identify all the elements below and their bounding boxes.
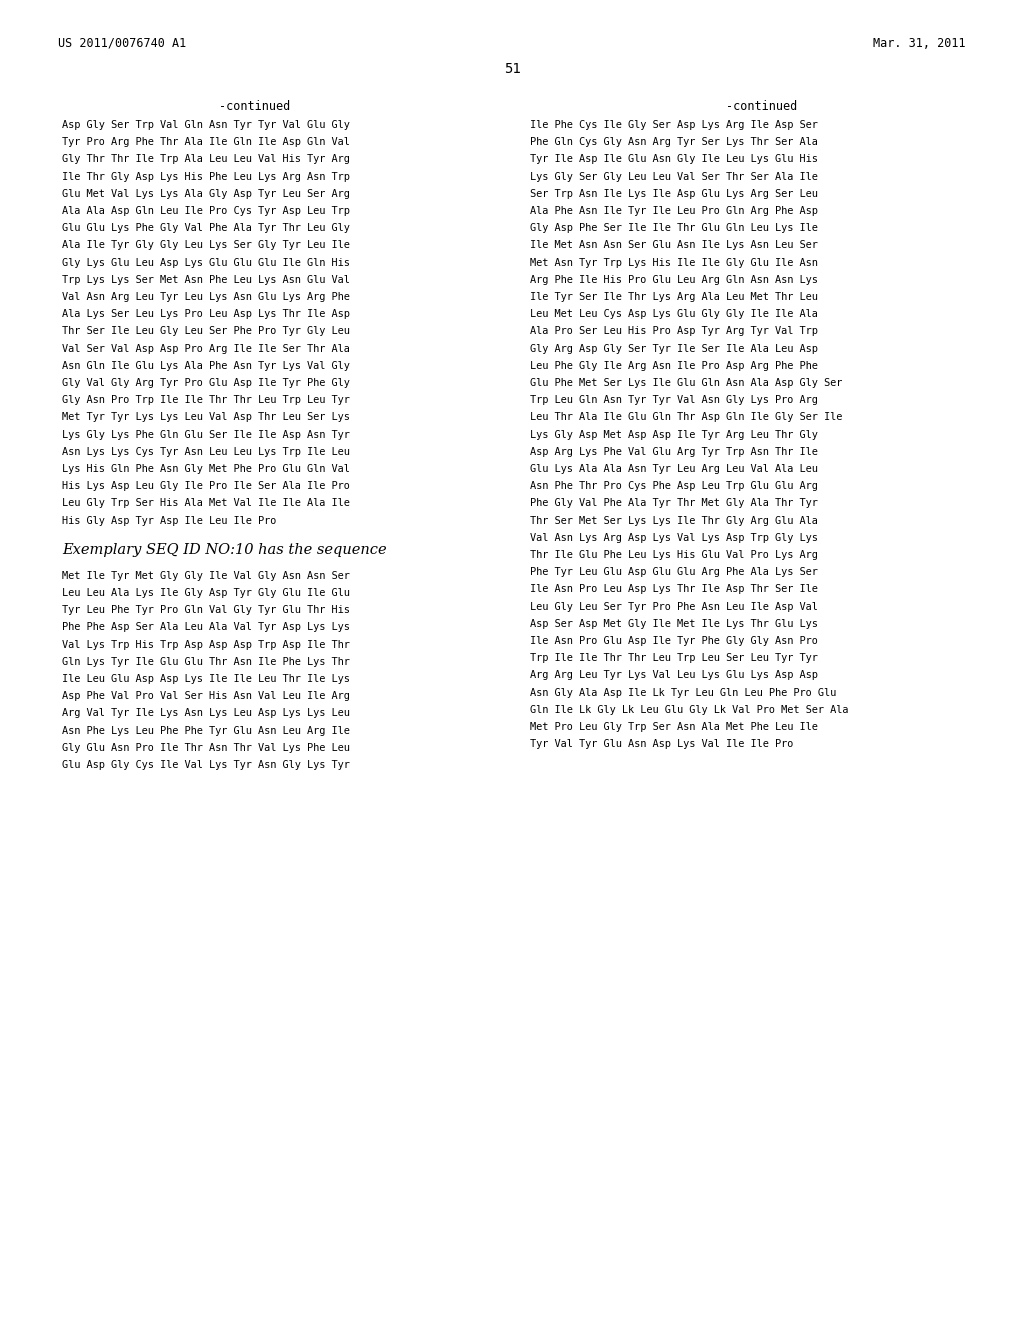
Text: Glu Met Val Lys Lys Ala Gly Asp Tyr Leu Ser Arg: Glu Met Val Lys Lys Ala Gly Asp Tyr Leu … bbox=[62, 189, 350, 199]
Text: Met Pro Leu Gly Trp Ser Asn Ala Met Phe Leu Ile: Met Pro Leu Gly Trp Ser Asn Ala Met Phe … bbox=[530, 722, 818, 733]
Text: Gln Lys Tyr Ile Glu Glu Thr Asn Ile Phe Lys Thr: Gln Lys Tyr Ile Glu Glu Thr Asn Ile Phe … bbox=[62, 657, 350, 667]
Text: Asn Phe Lys Leu Phe Phe Tyr Glu Asn Leu Arg Ile: Asn Phe Lys Leu Phe Phe Tyr Glu Asn Leu … bbox=[62, 726, 350, 735]
Text: Tyr Ile Asp Ile Glu Asn Gly Ile Leu Lys Glu His: Tyr Ile Asp Ile Glu Asn Gly Ile Leu Lys … bbox=[530, 154, 818, 165]
Text: Leu Leu Ala Lys Ile Gly Asp Tyr Gly Glu Ile Glu: Leu Leu Ala Lys Ile Gly Asp Tyr Gly Glu … bbox=[62, 587, 350, 598]
Text: Leu Gly Trp Ser His Ala Met Val Ile Ile Ala Ile: Leu Gly Trp Ser His Ala Met Val Ile Ile … bbox=[62, 499, 350, 508]
Text: Lys His Gln Phe Asn Gly Met Phe Pro Glu Gln Val: Lys His Gln Phe Asn Gly Met Phe Pro Glu … bbox=[62, 465, 350, 474]
Text: Thr Ile Glu Phe Leu Lys His Glu Val Pro Lys Arg: Thr Ile Glu Phe Leu Lys His Glu Val Pro … bbox=[530, 550, 818, 560]
Text: 51: 51 bbox=[504, 62, 520, 77]
Text: His Lys Asp Leu Gly Ile Pro Ile Ser Ala Ile Pro: His Lys Asp Leu Gly Ile Pro Ile Ser Ala … bbox=[62, 482, 350, 491]
Text: Trp Leu Gln Asn Tyr Tyr Val Asn Gly Lys Pro Arg: Trp Leu Gln Asn Tyr Tyr Val Asn Gly Lys … bbox=[530, 395, 818, 405]
Text: Ala Pro Ser Leu His Pro Asp Tyr Arg Tyr Val Trp: Ala Pro Ser Leu His Pro Asp Tyr Arg Tyr … bbox=[530, 326, 818, 337]
Text: -continued: -continued bbox=[219, 100, 291, 114]
Text: Exemplary SEQ ID NO:10 has the sequence: Exemplary SEQ ID NO:10 has the sequence bbox=[62, 543, 387, 557]
Text: Met Asn Tyr Trp Lys His Ile Ile Gly Glu Ile Asn: Met Asn Tyr Trp Lys His Ile Ile Gly Glu … bbox=[530, 257, 818, 268]
Text: Gly Val Gly Arg Tyr Pro Glu Asp Ile Tyr Phe Gly: Gly Val Gly Arg Tyr Pro Glu Asp Ile Tyr … bbox=[62, 378, 350, 388]
Text: Asp Phe Val Pro Val Ser His Asn Val Leu Ile Arg: Asp Phe Val Pro Val Ser His Asn Val Leu … bbox=[62, 692, 350, 701]
Text: Ala Lys Ser Leu Lys Pro Leu Asp Lys Thr Ile Asp: Ala Lys Ser Leu Lys Pro Leu Asp Lys Thr … bbox=[62, 309, 350, 319]
Text: Phe Gly Val Phe Ala Tyr Thr Met Gly Ala Thr Tyr: Phe Gly Val Phe Ala Tyr Thr Met Gly Ala … bbox=[530, 499, 818, 508]
Text: Gln Ile Lk Gly Lk Leu Glu Gly Lk Val Pro Met Ser Ala: Gln Ile Lk Gly Lk Leu Glu Gly Lk Val Pro… bbox=[530, 705, 849, 715]
Text: Asp Gly Ser Trp Val Gln Asn Tyr Tyr Val Glu Gly: Asp Gly Ser Trp Val Gln Asn Tyr Tyr Val … bbox=[62, 120, 350, 129]
Text: Ile Met Asn Asn Ser Glu Asn Ile Lys Asn Leu Ser: Ile Met Asn Asn Ser Glu Asn Ile Lys Asn … bbox=[530, 240, 818, 251]
Text: Tyr Val Tyr Glu Asn Asp Lys Val Ile Ile Pro: Tyr Val Tyr Glu Asn Asp Lys Val Ile Ile … bbox=[530, 739, 794, 750]
Text: Asn Gln Ile Glu Lys Ala Phe Asn Tyr Lys Val Gly: Asn Gln Ile Glu Lys Ala Phe Asn Tyr Lys … bbox=[62, 360, 350, 371]
Text: Trp Lys Lys Ser Met Asn Phe Leu Lys Asn Glu Val: Trp Lys Lys Ser Met Asn Phe Leu Lys Asn … bbox=[62, 275, 350, 285]
Text: Gly Asn Pro Trp Ile Ile Thr Thr Leu Trp Leu Tyr: Gly Asn Pro Trp Ile Ile Thr Thr Leu Trp … bbox=[62, 395, 350, 405]
Text: Tyr Leu Phe Tyr Pro Gln Val Gly Tyr Glu Thr His: Tyr Leu Phe Tyr Pro Gln Val Gly Tyr Glu … bbox=[62, 605, 350, 615]
Text: Phe Phe Asp Ser Ala Leu Ala Val Tyr Asp Lys Lys: Phe Phe Asp Ser Ala Leu Ala Val Tyr Asp … bbox=[62, 623, 350, 632]
Text: Gly Thr Thr Ile Trp Ala Leu Leu Val His Tyr Arg: Gly Thr Thr Ile Trp Ala Leu Leu Val His … bbox=[62, 154, 350, 165]
Text: Ile Phe Cys Ile Gly Ser Asp Lys Arg Ile Asp Ser: Ile Phe Cys Ile Gly Ser Asp Lys Arg Ile … bbox=[530, 120, 818, 129]
Text: Arg Phe Ile His Pro Glu Leu Arg Gln Asn Asn Lys: Arg Phe Ile His Pro Glu Leu Arg Gln Asn … bbox=[530, 275, 818, 285]
Text: Glu Phe Met Ser Lys Ile Glu Gln Asn Ala Asp Gly Ser: Glu Phe Met Ser Lys Ile Glu Gln Asn Ala … bbox=[530, 378, 843, 388]
Text: Met Tyr Tyr Lys Lys Leu Val Asp Thr Leu Ser Lys: Met Tyr Tyr Lys Lys Leu Val Asp Thr Leu … bbox=[62, 412, 350, 422]
Text: Asn Lys Lys Cys Tyr Asn Leu Leu Lys Trp Ile Leu: Asn Lys Lys Cys Tyr Asn Leu Leu Lys Trp … bbox=[62, 446, 350, 457]
Text: Glu Lys Ala Ala Asn Tyr Leu Arg Leu Val Ala Leu: Glu Lys Ala Ala Asn Tyr Leu Arg Leu Val … bbox=[530, 465, 818, 474]
Text: Gly Glu Asn Pro Ile Thr Asn Thr Val Lys Phe Leu: Gly Glu Asn Pro Ile Thr Asn Thr Val Lys … bbox=[62, 743, 350, 752]
Text: His Gly Asp Tyr Asp Ile Leu Ile Pro: His Gly Asp Tyr Asp Ile Leu Ile Pro bbox=[62, 516, 276, 525]
Text: Glu Asp Gly Cys Ile Val Lys Tyr Asn Gly Lys Tyr: Glu Asp Gly Cys Ile Val Lys Tyr Asn Gly … bbox=[62, 760, 350, 770]
Text: Val Ser Val Asp Asp Pro Arg Ile Ile Ser Thr Ala: Val Ser Val Asp Asp Pro Arg Ile Ile Ser … bbox=[62, 343, 350, 354]
Text: Gly Lys Glu Leu Asp Lys Glu Glu Glu Ile Gln His: Gly Lys Glu Leu Asp Lys Glu Glu Glu Ile … bbox=[62, 257, 350, 268]
Text: Val Asn Lys Arg Asp Lys Val Lys Asp Trp Gly Lys: Val Asn Lys Arg Asp Lys Val Lys Asp Trp … bbox=[530, 533, 818, 543]
Text: Gly Asp Phe Ser Ile Ile Thr Glu Gln Leu Lys Ile: Gly Asp Phe Ser Ile Ile Thr Glu Gln Leu … bbox=[530, 223, 818, 234]
Text: Ile Tyr Ser Ile Thr Lys Arg Ala Leu Met Thr Leu: Ile Tyr Ser Ile Thr Lys Arg Ala Leu Met … bbox=[530, 292, 818, 302]
Text: Lys Gly Ser Gly Leu Leu Val Ser Thr Ser Ala Ile: Lys Gly Ser Gly Leu Leu Val Ser Thr Ser … bbox=[530, 172, 818, 182]
Text: Ala Ala Asp Gln Leu Ile Pro Cys Tyr Asp Leu Trp: Ala Ala Asp Gln Leu Ile Pro Cys Tyr Asp … bbox=[62, 206, 350, 216]
Text: Gly Arg Asp Gly Ser Tyr Ile Ser Ile Ala Leu Asp: Gly Arg Asp Gly Ser Tyr Ile Ser Ile Ala … bbox=[530, 343, 818, 354]
Text: Leu Thr Ala Ile Glu Gln Thr Asp Gln Ile Gly Ser Ile: Leu Thr Ala Ile Glu Gln Thr Asp Gln Ile … bbox=[530, 412, 843, 422]
Text: Leu Gly Leu Ser Tyr Pro Phe Asn Leu Ile Asp Val: Leu Gly Leu Ser Tyr Pro Phe Asn Leu Ile … bbox=[530, 602, 818, 611]
Text: Val Lys Trp His Trp Asp Asp Asp Trp Asp Ile Thr: Val Lys Trp His Trp Asp Asp Asp Trp Asp … bbox=[62, 640, 350, 649]
Text: Trp Ile Ile Thr Thr Leu Trp Leu Ser Leu Tyr Tyr: Trp Ile Ile Thr Thr Leu Trp Leu Ser Leu … bbox=[530, 653, 818, 663]
Text: Thr Ser Ile Leu Gly Leu Ser Phe Pro Tyr Gly Leu: Thr Ser Ile Leu Gly Leu Ser Phe Pro Tyr … bbox=[62, 326, 350, 337]
Text: Val Asn Arg Leu Tyr Leu Lys Asn Glu Lys Arg Phe: Val Asn Arg Leu Tyr Leu Lys Asn Glu Lys … bbox=[62, 292, 350, 302]
Text: Ile Asn Pro Leu Asp Lys Thr Ile Asp Thr Ser Ile: Ile Asn Pro Leu Asp Lys Thr Ile Asp Thr … bbox=[530, 585, 818, 594]
Text: Mar. 31, 2011: Mar. 31, 2011 bbox=[873, 37, 966, 50]
Text: Arg Val Tyr Ile Lys Asn Lys Leu Asp Lys Lys Leu: Arg Val Tyr Ile Lys Asn Lys Leu Asp Lys … bbox=[62, 709, 350, 718]
Text: Thr Ser Met Ser Lys Lys Ile Thr Gly Arg Glu Ala: Thr Ser Met Ser Lys Lys Ile Thr Gly Arg … bbox=[530, 516, 818, 525]
Text: Lys Gly Asp Met Asp Asp Ile Tyr Arg Leu Thr Gly: Lys Gly Asp Met Asp Asp Ile Tyr Arg Leu … bbox=[530, 429, 818, 440]
Text: Lys Gly Lys Phe Gln Glu Ser Ile Ile Asp Asn Tyr: Lys Gly Lys Phe Gln Glu Ser Ile Ile Asp … bbox=[62, 429, 350, 440]
Text: Leu Phe Gly Ile Arg Asn Ile Pro Asp Arg Phe Phe: Leu Phe Gly Ile Arg Asn Ile Pro Asp Arg … bbox=[530, 360, 818, 371]
Text: Asp Ser Asp Met Gly Ile Met Ile Lys Thr Glu Lys: Asp Ser Asp Met Gly Ile Met Ile Lys Thr … bbox=[530, 619, 818, 628]
Text: Asn Phe Thr Pro Cys Phe Asp Leu Trp Glu Glu Arg: Asn Phe Thr Pro Cys Phe Asp Leu Trp Glu … bbox=[530, 482, 818, 491]
Text: Tyr Pro Arg Phe Thr Ala Ile Gln Ile Asp Gln Val: Tyr Pro Arg Phe Thr Ala Ile Gln Ile Asp … bbox=[62, 137, 350, 148]
Text: US 2011/0076740 A1: US 2011/0076740 A1 bbox=[58, 37, 186, 50]
Text: -continued: -continued bbox=[726, 100, 798, 114]
Text: Ala Phe Asn Ile Tyr Ile Leu Pro Gln Arg Phe Asp: Ala Phe Asn Ile Tyr Ile Leu Pro Gln Arg … bbox=[530, 206, 818, 216]
Text: Ile Leu Glu Asp Asp Lys Ile Ile Leu Thr Ile Lys: Ile Leu Glu Asp Asp Lys Ile Ile Leu Thr … bbox=[62, 675, 350, 684]
Text: Phe Gln Cys Gly Asn Arg Tyr Ser Lys Thr Ser Ala: Phe Gln Cys Gly Asn Arg Tyr Ser Lys Thr … bbox=[530, 137, 818, 148]
Text: Ala Ile Tyr Gly Gly Leu Lys Ser Gly Tyr Leu Ile: Ala Ile Tyr Gly Gly Leu Lys Ser Gly Tyr … bbox=[62, 240, 350, 251]
Text: Arg Arg Leu Tyr Lys Val Leu Lys Glu Lys Asp Asp: Arg Arg Leu Tyr Lys Val Leu Lys Glu Lys … bbox=[530, 671, 818, 680]
Text: Ser Trp Asn Ile Lys Ile Asp Glu Lys Arg Ser Leu: Ser Trp Asn Ile Lys Ile Asp Glu Lys Arg … bbox=[530, 189, 818, 199]
Text: Asn Gly Ala Asp Ile Lk Tyr Leu Gln Leu Phe Pro Glu: Asn Gly Ala Asp Ile Lk Tyr Leu Gln Leu P… bbox=[530, 688, 837, 697]
Text: Leu Met Leu Cys Asp Lys Glu Gly Gly Ile Ile Ala: Leu Met Leu Cys Asp Lys Glu Gly Gly Ile … bbox=[530, 309, 818, 319]
Text: Ile Asn Pro Glu Asp Ile Tyr Phe Gly Gly Asn Pro: Ile Asn Pro Glu Asp Ile Tyr Phe Gly Gly … bbox=[530, 636, 818, 645]
Text: Glu Glu Lys Phe Gly Val Phe Ala Tyr Thr Leu Gly: Glu Glu Lys Phe Gly Val Phe Ala Tyr Thr … bbox=[62, 223, 350, 234]
Text: Asp Arg Lys Phe Val Glu Arg Tyr Trp Asn Thr Ile: Asp Arg Lys Phe Val Glu Arg Tyr Trp Asn … bbox=[530, 446, 818, 457]
Text: Ile Thr Gly Asp Lys His Phe Leu Lys Arg Asn Trp: Ile Thr Gly Asp Lys His Phe Leu Lys Arg … bbox=[62, 172, 350, 182]
Text: Met Ile Tyr Met Gly Gly Ile Val Gly Asn Asn Ser: Met Ile Tyr Met Gly Gly Ile Val Gly Asn … bbox=[62, 570, 350, 581]
Text: Phe Tyr Leu Glu Asp Glu Glu Arg Phe Ala Lys Ser: Phe Tyr Leu Glu Asp Glu Glu Arg Phe Ala … bbox=[530, 568, 818, 577]
